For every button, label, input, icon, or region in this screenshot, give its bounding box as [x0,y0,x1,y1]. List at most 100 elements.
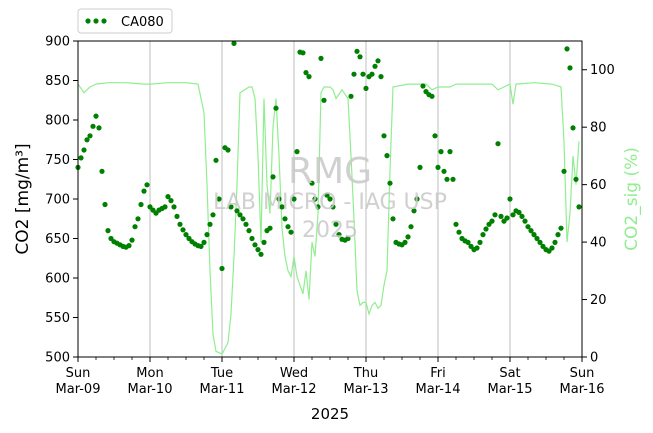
data-point [225,147,231,153]
legend-marker [85,18,107,24]
legend-box [77,8,173,34]
legend-dot [85,18,91,24]
x-tick-date: Mar-12 [272,382,317,397]
data-point [387,180,393,186]
data-point [531,232,537,238]
data-point [282,216,288,222]
data-point [363,85,369,91]
data-point [306,74,312,80]
y-tick-label: 800 [45,114,70,129]
data-point [444,176,450,182]
data-point [84,137,90,143]
data-point [219,265,225,272]
data-point [315,204,321,210]
data-point [138,201,144,208]
data-point [525,224,531,230]
data-point [369,71,375,77]
right-tick-label: 60 [590,178,607,193]
data-point [507,196,513,202]
data-point [99,168,105,174]
x-tick-day: Tue [210,366,233,381]
data-point [129,237,135,243]
data-point [96,125,102,131]
y-axis-label: CO2 [mg/m³] [13,143,33,254]
data-point [132,224,138,230]
x-tick-date: Mar-15 [488,382,533,397]
data-point [294,149,300,155]
data-point [345,235,351,242]
data-point [408,224,414,230]
data-point [537,239,543,245]
y-tick-label: 550 [45,311,70,326]
legend[interactable]: CA080 [77,8,173,34]
data-point [228,204,234,210]
data-point [81,147,87,153]
data-point [411,208,417,214]
x-tick-day: Sat [499,366,520,381]
data-point [309,180,315,186]
data-point [558,225,564,231]
data-point [210,212,216,218]
data-point [333,221,339,227]
x-tick-day: Sun [66,366,91,381]
data-point [555,232,561,238]
data-point [300,50,306,56]
data-point [381,133,387,139]
data-point [249,235,255,242]
data-point [519,213,525,219]
x-tick-day: Thu [353,366,378,381]
data-point [126,243,132,249]
data-point [576,204,582,210]
data-point [240,216,246,222]
signal-line [77,82,580,355]
data-point [330,204,336,210]
data-point [234,208,240,214]
watermark-line: RMG [288,151,372,192]
data-point [348,93,354,99]
data-point [474,245,480,251]
data-point [105,228,111,234]
legend-dot [101,18,107,24]
data-point [561,168,567,174]
data-point [429,93,435,99]
right-tick-label: 100 [590,63,615,78]
x-tick-day: Wed [280,366,308,381]
data-point [357,54,363,60]
x-tick-day: Fri [430,366,446,381]
data-point [372,63,378,69]
x-tick-date: Mar-10 [128,382,173,397]
data-point [144,182,150,188]
data-point [255,247,261,253]
data-point [447,149,453,155]
data-point [360,71,366,77]
x-axis-minor-ticks [95,357,565,360]
data-point [438,149,444,155]
right-tick-label: 80 [590,121,607,136]
data-point [402,239,408,245]
data-point [573,176,579,182]
data-point [375,58,381,64]
watermark-line: LAB MICRO - IAG USP [213,190,447,215]
data-point [231,40,237,47]
data-point [198,243,204,249]
data-point [483,226,489,232]
data-point [450,176,456,182]
y-tick-label: 600 [45,272,70,287]
data-point [288,229,294,235]
data-point [237,212,243,218]
data-point [135,216,141,222]
data-point [456,229,462,235]
data-point [273,105,279,111]
right-tick-label: 40 [590,236,607,251]
y-tick-label: 650 [45,232,70,247]
x-tick-date: Mar-14 [416,382,461,397]
x-tick-day: Mon [136,366,163,381]
data-point [279,204,285,210]
data-point [405,234,411,240]
data-point [258,251,264,257]
data-point [87,133,93,139]
data-point [216,196,222,202]
data-point [285,224,291,230]
watermark-line: 2025 [302,218,358,243]
